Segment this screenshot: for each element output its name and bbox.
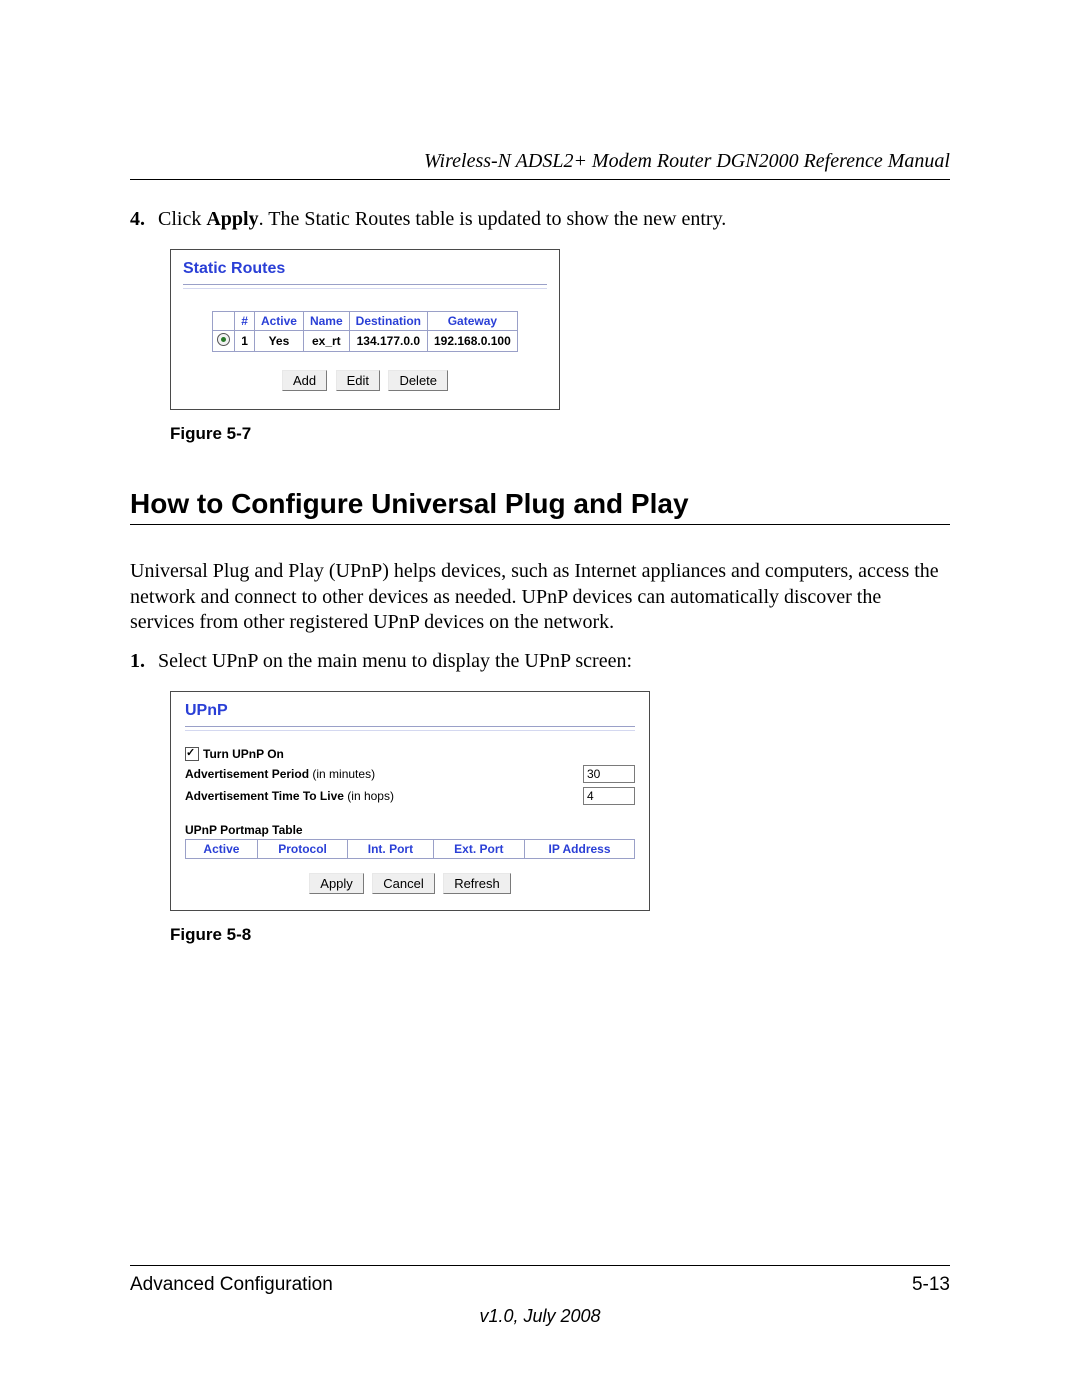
figure-5-7-caption: Figure 5-7 xyxy=(170,424,950,444)
adv-period-label-bold: Advertisement Period xyxy=(185,767,312,781)
adv-period-row: Advertisement Period (in minutes) xyxy=(185,765,635,783)
col-radio xyxy=(213,312,235,331)
upnp-buttons: Apply Cancel Refresh xyxy=(185,873,635,894)
adv-period-unit: (in minutes) xyxy=(312,767,375,781)
manual-page: Wireless-N ADSL2+ Modem Router DGN2000 R… xyxy=(0,0,1080,1397)
apply-word: Apply xyxy=(206,208,258,230)
ttl-input[interactable] xyxy=(583,787,635,805)
panel-separator xyxy=(185,726,635,731)
pm-col-intport: Int. Port xyxy=(348,839,433,858)
ttl-row: Advertisement Time To Live (in hops) xyxy=(185,787,635,805)
step-1-number: 1. xyxy=(130,650,158,673)
row-num: 1 xyxy=(235,331,255,352)
panel-separator xyxy=(183,284,547,289)
footer-row: Advanced Configuration 5-13 xyxy=(130,1274,950,1296)
portmap-table: Active Protocol Int. Port Ext. Port IP A… xyxy=(185,839,635,859)
footer-rule xyxy=(130,1265,950,1266)
pm-col-protocol: Protocol xyxy=(257,839,347,858)
footer-version: v1.0, July 2008 xyxy=(130,1306,950,1327)
col-destination: Destination xyxy=(349,312,427,331)
add-button[interactable]: Add xyxy=(282,370,327,391)
table-row: 1 Yes ex_rt 134.177.0.0 192.168.0.100 xyxy=(213,331,518,352)
col-hash: # xyxy=(235,312,255,331)
apply-button[interactable]: Apply xyxy=(309,873,364,894)
edit-button[interactable]: Edit xyxy=(336,370,380,391)
footer-section: Advanced Configuration xyxy=(130,1274,333,1296)
table-header-row: # Active Name Destination Gateway xyxy=(213,312,518,331)
static-routes-table: # Active Name Destination Gateway 1 Yes … xyxy=(212,311,518,352)
adv-period-label: Advertisement Period (in minutes) xyxy=(185,767,375,781)
upnp-intro-paragraph: Universal Plug and Play (UPnP) helps dev… xyxy=(130,559,950,636)
pm-col-active: Active xyxy=(186,839,258,858)
section-rule xyxy=(130,524,950,525)
static-routes-panel: Static Routes # Active Name Destination … xyxy=(170,249,560,410)
delete-button[interactable]: Delete xyxy=(388,370,448,391)
row-radio-cell[interactable] xyxy=(213,331,235,352)
header-rule xyxy=(130,179,950,180)
step-4-number: 4. xyxy=(130,208,158,231)
step-4: 4.Click Apply. The Static Routes table i… xyxy=(130,208,950,231)
ttl-label-bold: Advertisement Time To Live xyxy=(185,789,347,803)
ttl-label: Advertisement Time To Live (in hops) xyxy=(185,789,394,803)
turn-upnp-on-label: Turn UPnP On xyxy=(203,747,284,761)
step-1-text: Select UPnP on the main menu to display … xyxy=(158,650,632,672)
upnp-title: UPnP xyxy=(185,702,635,722)
turn-upnp-on-checkbox[interactable] xyxy=(185,747,199,761)
pm-col-ip: IP Address xyxy=(525,839,635,858)
footer-page-number: 5-13 xyxy=(912,1274,950,1296)
static-routes-title: Static Routes xyxy=(183,260,547,280)
pm-col-extport: Ext. Port xyxy=(433,839,524,858)
refresh-button[interactable]: Refresh xyxy=(443,873,511,894)
radio-selected-icon[interactable] xyxy=(217,333,230,346)
static-routes-buttons: Add Edit Delete xyxy=(183,370,547,391)
figure-5-8-caption: Figure 5-8 xyxy=(170,925,950,945)
row-name: ex_rt xyxy=(303,331,349,352)
step-1: 1.Select UPnP on the main menu to displa… xyxy=(130,650,950,673)
col-gateway: Gateway xyxy=(428,312,518,331)
step-4-post: . The Static Routes table is updated to … xyxy=(259,208,727,230)
step-4-pre: Click xyxy=(158,208,206,230)
row-destination: 134.177.0.0 xyxy=(349,331,427,352)
section-heading: How to Configure Universal Plug and Play xyxy=(130,488,950,520)
portmap-title: UPnP Portmap Table xyxy=(185,823,635,837)
row-active: Yes xyxy=(254,331,303,352)
row-gateway: 192.168.0.100 xyxy=(428,331,518,352)
page-header-title: Wireless-N ADSL2+ Modem Router DGN2000 R… xyxy=(130,150,950,173)
col-name: Name xyxy=(303,312,349,331)
upnp-panel: UPnP Turn UPnP On Advertisement Period (… xyxy=(170,691,650,911)
portmap-header-row: Active Protocol Int. Port Ext. Port IP A… xyxy=(186,839,635,858)
cancel-button[interactable]: Cancel xyxy=(372,873,434,894)
adv-period-input[interactable] xyxy=(583,765,635,783)
ttl-unit: (in hops) xyxy=(347,789,394,803)
page-footer: Advanced Configuration 5-13 v1.0, July 2… xyxy=(130,1257,950,1327)
col-active: Active xyxy=(254,312,303,331)
turn-upnp-on-row: Turn UPnP On xyxy=(185,747,635,761)
